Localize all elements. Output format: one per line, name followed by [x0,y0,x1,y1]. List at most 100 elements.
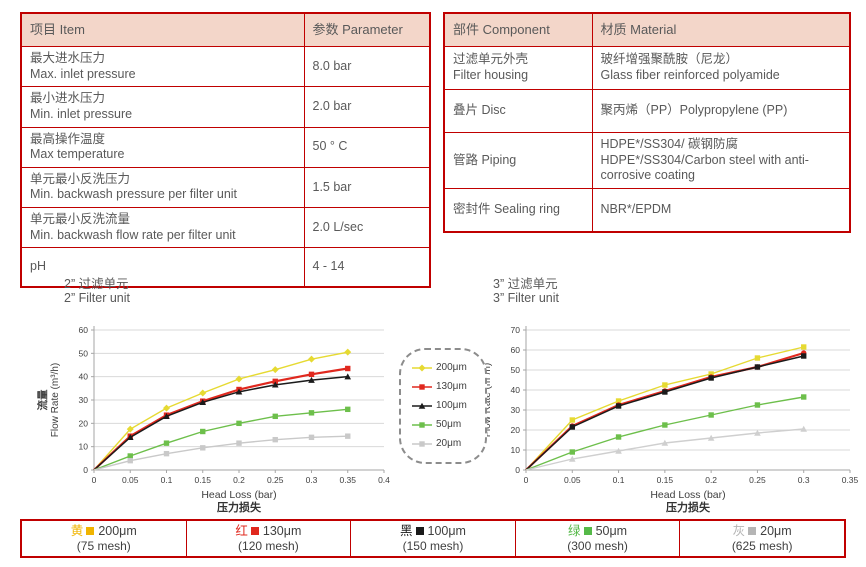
svg-text:0: 0 [83,465,88,475]
svg-text:70: 70 [511,325,521,335]
mesh-count: (120 mesh) [238,538,299,553]
cell-text-line: 单元最小反洗压力 [30,171,131,186]
svg-text:30: 30 [511,405,521,415]
mesh-count: (75 mesh) [76,538,131,553]
legend-label: 20μm [436,438,462,449]
svg-text:0.15: 0.15 [657,475,674,485]
cell-text-line: 单元最小反洗流量 [30,212,131,226]
chart-legend-box: 200μm 130μm 100μm 50μm 20μm [399,348,487,464]
flow-chart-3inch: 0 10 20 30 40 50 60 70 0 0.05 0.1 0.15 0.2 0.25 0.3 0.3… [468,325,859,514]
cell-text-line: 1.5 bar [312,179,352,194]
row-value-cell: 2.0 bar [303,86,431,128]
svg-text:40: 40 [511,385,521,395]
cell-text-line: 最小进水压力 [30,91,106,106]
color-swatch-icon [415,527,424,536]
svg-text:0.2: 0.2 [705,475,717,485]
svg-text:0.35: 0.35 [842,475,859,485]
row-value-cell: 2.0 L/sec [303,206,431,249]
svg-text:0.15: 0.15 [194,475,211,485]
mesh-count: (625 mesh) [731,538,793,553]
row-value-cell: 8.0 bar [303,45,431,88]
svg-text:30: 30 [79,395,89,405]
cell-text-line: Min. backwash flow rate per filter unit [30,227,236,242]
svg-text:10: 10 [79,442,89,452]
mesh-legend-cell: 绿 50μm (300 mesh) [516,521,681,556]
row-value-cell: HDPE*/SS304/ 碳钢防腐 HDPE*/SS304/Carbon stee… [591,132,851,189]
color-swatch-icon [250,527,259,536]
svg-text:60: 60 [79,325,89,335]
flow-chart-2inch: 0 10 20 30 40 50 60 0 0.05 0.1 0.15 0.2 0.25 0.3 0.35 0… [36,325,390,514]
mesh-size-line: 红 130μm [235,524,301,539]
header-item: 项目 Item [20,12,305,47]
svg-text:10: 10 [511,445,521,455]
cell-text-line: 聚丙烯（PP）Polypropylene (PP) [600,103,788,118]
micron-size: 20μm [760,523,792,538]
svg-text:0.4: 0.4 [378,475,390,485]
mesh-count: (150 mesh) [402,538,464,553]
svg-text:Head Loss (bar): Head Loss (bar) [201,489,276,501]
row-value-cell: 聚丙烯（PP）Polypropylene (PP) [591,89,851,133]
svg-text:60: 60 [511,345,521,355]
legend-label: 100μm [436,400,467,411]
cell-text-line: Filter housing [453,68,529,82]
svg-text:0.3: 0.3 [306,475,318,485]
row-label-cell: 单元最小反洗压力 Min. backwash pressure per filte… [20,166,305,209]
cell-text-line: Max temperature [30,147,125,162]
mesh-legend-cell: 黑 100μm (150 mesh) [351,521,516,556]
cell-text-line: 密封件 Sealing ring [453,202,560,217]
svg-text:Head Loss (bar): Head Loss (bar) [650,489,725,501]
svg-text:0.3: 0.3 [798,475,810,485]
table-row: 密封件 Sealing ring NBR*/EPDM [443,187,851,233]
table-row: 单元最小反洗流量 Min. backwash flow rate per filt… [20,206,431,249]
table-row: 最大进水压力 Max. inlet pressure 8.0 bar [20,45,431,88]
materials-table-body: 过滤单元外壳 Filter housing 玻纤增强聚酰胺（尼龙） Glass fib… [443,46,851,233]
130μm-series-marker-icon [412,383,432,390]
materials-table-header: 部件 Component 材质 Material [443,12,851,47]
table-row: 叠片 Disc 聚丙烯（PP）Polypropylene (PP) [443,89,851,133]
svg-text:0.05: 0.05 [122,475,139,485]
cell-text-line: 50 ° C [312,139,348,154]
100μm-series-marker-icon [412,402,432,409]
20μm-series-marker-icon [412,440,432,447]
legend-item: 200μm [411,358,485,377]
parameters-table-body: 最大进水压力 Max. inlet pressure 8.0 bar 最小进水压力 Mi… [20,45,431,288]
color-swatch-icon [583,527,592,536]
header-material: 材质 Material [591,12,851,47]
cell-text-line: Min. backwash pressure per filter unit [30,187,238,202]
cell-text-line: HDPE*/SS304/ 碳钢防腐 [600,137,739,151]
cell-text-line: pH [30,259,46,274]
chart-title-3inch-en: 3” Filter unit [493,291,559,306]
table-row: 管路 Piping HDPE*/SS304/ 碳钢防腐 HDPE*/SS304/Ca… [443,132,851,189]
cell-text-line: 8.0 bar [312,58,352,73]
svg-text:压力损失: 压力损失 [666,500,711,514]
row-value-cell: 50 ° C [303,126,431,168]
svg-text:0.1: 0.1 [161,475,173,485]
cell-text-line: NBR*/EPDM [600,202,672,217]
chart-title-3inch-zh: 3” 过滤单元 [493,277,558,291]
svg-text:20: 20 [79,418,89,428]
mesh-size-line: 黑 100μm [400,524,466,539]
mesh-legend-cell: 红 130μm (120 mesh) [187,521,352,556]
mesh-size-line: 灰 20μm [733,524,792,539]
row-label-cell: 最高操作温度 Max temperature [20,126,305,168]
row-label-cell: 密封件 Sealing ring [443,187,593,233]
row-label-cell: 最小进水压力 Min. inlet pressure [20,86,305,128]
chart-title-2inch-en: 2” Filter unit [64,291,130,306]
cell-text-line: 最高操作温度 [30,131,106,146]
row-label-cell: 管路 Piping [443,132,593,189]
cell-text-line: 最大进水压力 [30,51,106,65]
cell-text-line: Min. inlet pressure [30,106,133,121]
table-row: 单元最小反洗压力 Min. backwash pressure per filte… [20,166,431,209]
chart-title-2inch: 2” 过滤单元 2” Filter unit [64,277,130,306]
table-row: 最高操作温度 Max temperature 50 ° C [20,126,431,168]
color-name-zh: 灰 [732,523,746,538]
cell-text-line: 叠片 Disc [453,103,506,118]
mesh-legend-cell: 黄 200μm (75 mesh) [22,521,187,556]
svg-text:50: 50 [511,365,521,375]
svg-text:40: 40 [79,372,89,382]
cell-text-line: 2.0 bar [312,99,352,114]
row-value-cell: 1.5 bar [303,166,431,209]
table-row: pH 4 - 14 [20,247,431,288]
mesh-legend-cell: 灰 20μm (625 mesh) [680,521,844,556]
color-swatch-icon [86,527,95,536]
